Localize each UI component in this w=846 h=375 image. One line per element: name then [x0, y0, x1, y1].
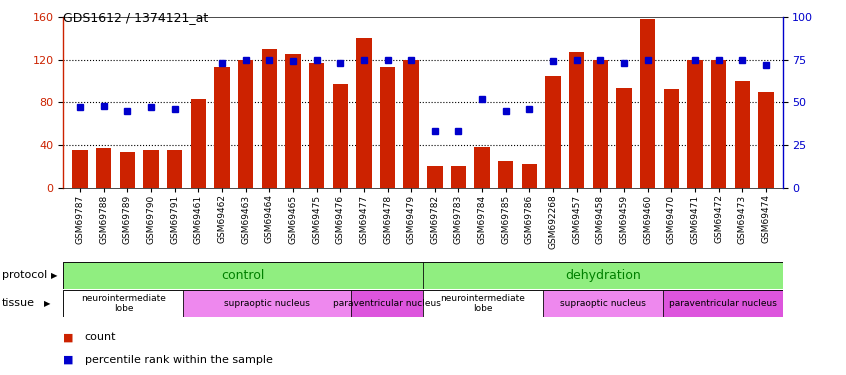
Bar — [451, 166, 466, 188]
Bar — [72, 150, 88, 188]
Bar — [663, 89, 679, 188]
Bar — [143, 150, 159, 188]
Bar — [711, 60, 727, 188]
Bar — [309, 63, 324, 188]
Bar — [63, 290, 184, 317]
Bar — [687, 60, 703, 188]
Bar — [662, 290, 783, 317]
Bar — [167, 150, 183, 188]
Bar — [184, 290, 351, 317]
Bar — [285, 54, 300, 188]
Bar — [261, 49, 277, 188]
Bar — [238, 60, 253, 188]
Bar — [214, 67, 229, 188]
Bar — [351, 290, 423, 317]
Bar — [498, 161, 514, 188]
Text: count: count — [85, 333, 116, 342]
Text: ▶: ▶ — [44, 299, 51, 308]
Text: ■: ■ — [63, 355, 74, 365]
Bar — [475, 147, 490, 188]
Bar — [423, 262, 783, 289]
Text: percentile rank within the sample: percentile rank within the sample — [85, 355, 272, 365]
Text: neurointermediate
lobe: neurointermediate lobe — [81, 294, 166, 313]
Bar — [734, 81, 750, 188]
Bar — [427, 166, 442, 188]
Text: dehydration: dehydration — [565, 269, 640, 282]
Text: supraoptic nucleus: supraoptic nucleus — [224, 299, 310, 308]
Text: control: control — [222, 269, 265, 282]
Bar — [617, 88, 632, 188]
Bar — [758, 92, 774, 188]
Bar — [404, 60, 419, 188]
Text: tissue: tissue — [2, 298, 35, 308]
Bar — [356, 38, 371, 188]
Text: protocol: protocol — [2, 270, 47, 280]
Bar — [380, 67, 395, 188]
Bar — [543, 290, 662, 317]
Bar — [190, 99, 206, 188]
Bar — [423, 290, 543, 317]
Text: paraventricular nucleus: paraventricular nucleus — [333, 299, 441, 308]
Bar — [640, 19, 656, 188]
Bar — [593, 60, 608, 188]
Text: supraoptic nucleus: supraoptic nucleus — [560, 299, 645, 308]
Bar — [522, 164, 537, 188]
Bar — [63, 262, 423, 289]
Text: paraventricular nucleus: paraventricular nucleus — [668, 299, 777, 308]
Text: neurointermediate
lobe: neurointermediate lobe — [441, 294, 525, 313]
Bar — [569, 52, 585, 188]
Bar — [332, 84, 348, 188]
Bar — [546, 75, 561, 188]
Bar — [96, 148, 112, 188]
Bar — [119, 152, 135, 188]
Text: ■: ■ — [63, 333, 74, 342]
Text: ▶: ▶ — [51, 271, 58, 280]
Text: GDS1612 / 1374121_at: GDS1612 / 1374121_at — [63, 11, 209, 24]
